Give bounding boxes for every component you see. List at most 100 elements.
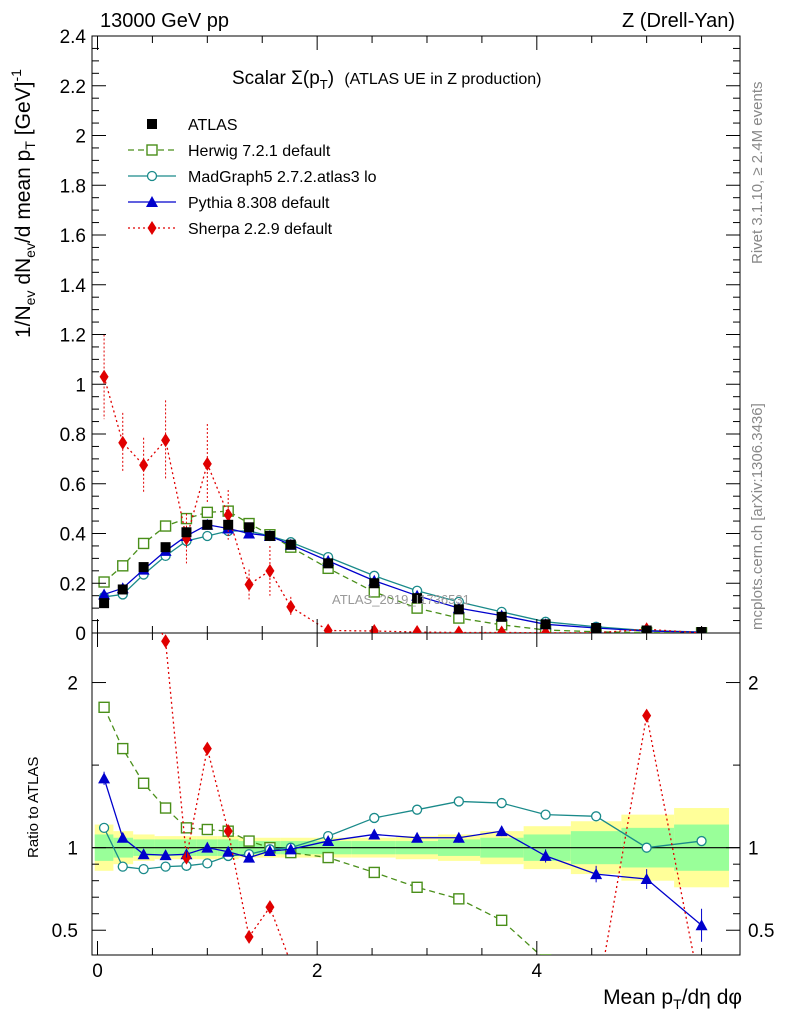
main-y-tick-label: 0.6: [60, 475, 86, 496]
x-axis-label: Mean pT/dη dφ: [603, 986, 742, 1012]
sherpa-ratio-point: [139, 585, 148, 599]
analysis-watermark: ATLAS_2019_I1736531: [332, 592, 470, 607]
ratio-y-tick-label: 2: [67, 674, 78, 695]
sherpa-main-point: [118, 435, 128, 450]
legend-marker: [146, 144, 158, 156]
atlas-data-point: [453, 604, 464, 615]
herwig-ratio-point: [411, 881, 423, 893]
herwig-main-point: [453, 612, 465, 624]
x-tick-label: 4: [532, 961, 543, 982]
plot-title: Scalar Σ(pT) (ATLAS UE in Z production): [232, 68, 541, 92]
sherpa-main-point: [454, 625, 464, 633]
madgraph5-ratio-point: [369, 812, 380, 824]
main-y-tick-label: 0.2: [60, 574, 86, 595]
madgraph5-ratio-point: [496, 797, 507, 809]
sherpa-ratio-point: [497, 1001, 506, 1015]
atlas-data-point: [138, 562, 149, 573]
madgraph5-main-point: [202, 530, 213, 542]
atlas-data-point: [369, 578, 380, 589]
herwig-ratio-point: [495, 914, 508, 927]
main-y-tick-label: 2.4: [60, 27, 87, 48]
herwig-main-line: [103, 510, 702, 633]
madgraph5-ratio-point: [696, 835, 707, 847]
herwig-main-point: [137, 537, 150, 550]
madgraph5-ratio-point: [590, 811, 602, 822]
sherpa-ratio-point: [642, 708, 652, 723]
herwig-main-point: [159, 520, 172, 532]
madgraph5-ratio-point: [117, 861, 128, 872]
sherpa-ratio-point: [118, 279, 127, 293]
atlas-data-point: [99, 598, 110, 609]
ratio-y-tick-label-right: 1: [748, 839, 759, 860]
atlas-data-point: [181, 527, 192, 538]
main-y-tick-label: 2.2: [60, 77, 86, 98]
sherpa-ratio-point: [370, 999, 379, 1013]
main-y-tick-label: 1.6: [60, 226, 86, 247]
sherpa-ratio-point: [413, 1001, 422, 1015]
beam-label: 13000 GeV pp: [100, 10, 229, 32]
atlas-data-point: [591, 623, 602, 633]
madgraph5-ratio-point: [202, 858, 213, 869]
main-y-tick-label: 1: [75, 375, 86, 396]
process-label: Z (Drell-Yan): [622, 10, 735, 32]
sherpa-ratio-point: [244, 929, 254, 944]
pythia-main-point: [243, 527, 256, 539]
legend-label: Sherpa 2.2.9 default: [188, 221, 333, 238]
sherpa-ratio-point: [286, 956, 295, 970]
atlas-data-point: [160, 542, 171, 553]
sherpa-main-point: [286, 599, 296, 614]
atlas-data-point: [202, 519, 213, 530]
sherpa-main-point: [161, 433, 171, 448]
madgraph5-ratio-point: [540, 809, 551, 820]
herwig-main-point: [117, 560, 129, 572]
sherpa-ratio-point: [592, 998, 601, 1012]
main-y-tick-label: 1.4: [60, 276, 87, 297]
sherpa-ratio-point: [541, 1001, 550, 1015]
main-plot-series: [98, 334, 708, 633]
legend-marker: [147, 221, 157, 235]
main-y-tick-label: 0: [75, 624, 86, 645]
sherpa-main-point: [223, 507, 233, 522]
sherpa-main-point: [541, 625, 551, 633]
sherpa-main-point: [99, 369, 109, 384]
legend: ATLAS Herwig 7.2.1 default MadGraph5 2.7.2…: [128, 117, 377, 238]
atlas-data-point: [117, 584, 128, 595]
herwig-ratio-point: [322, 851, 334, 864]
sherpa-ratio-point: [265, 900, 275, 915]
herwig-ratio-point: [243, 835, 255, 847]
herwig-ratio-point: [591, 971, 601, 981]
atlas-data-point: [540, 619, 551, 630]
herwig-main-point: [98, 576, 110, 588]
sherpa-ratio-point: [161, 634, 171, 649]
ratio-y-tick-label: 1: [67, 839, 78, 860]
sherpa-main-point: [323, 623, 333, 633]
madgraph5-ratio-point: [453, 796, 464, 807]
ratio-plot-series: [98, 279, 708, 1015]
atlas-data-point: [496, 611, 507, 622]
ratio-y-axis-label: Ratio to ATLAS: [25, 757, 42, 858]
main-y-axis-label: 1/Nev dNev/d mean pT [GeV]-1: [8, 69, 38, 338]
main-y-tick-label: 0.4: [60, 525, 87, 546]
legend-label: MadGraph5 2.7.2.atlas3 lo: [188, 169, 377, 186]
sherpa-main-point: [369, 624, 379, 633]
legend-label: ATLAS: [188, 117, 238, 134]
herwig-ratio-point: [539, 954, 552, 955]
sherpa-main-point: [139, 458, 149, 473]
pythia-main-point: [98, 588, 111, 600]
madgraph5-ratio-point: [641, 842, 652, 853]
madgraph5-ratio-point: [160, 861, 171, 872]
madgraph5-ratio-point: [138, 863, 149, 875]
ratio-y-tick-label: 0.5: [52, 921, 78, 942]
legend-label: Pythia 8.308 default: [188, 195, 330, 212]
atlas-data-point: [323, 558, 334, 569]
sherpa-ratio-point: [324, 999, 333, 1013]
herwig-ratio-point: [117, 742, 129, 755]
sherpa-ratio-point: [202, 741, 212, 756]
madgraph5-main-line: [103, 530, 702, 633]
main-y-tick-label: 2: [75, 127, 86, 148]
atlas-data-point: [244, 522, 255, 533]
legend-marker: [146, 170, 158, 182]
legend-marker: [147, 119, 157, 129]
herwig-ratio-point: [201, 823, 214, 836]
